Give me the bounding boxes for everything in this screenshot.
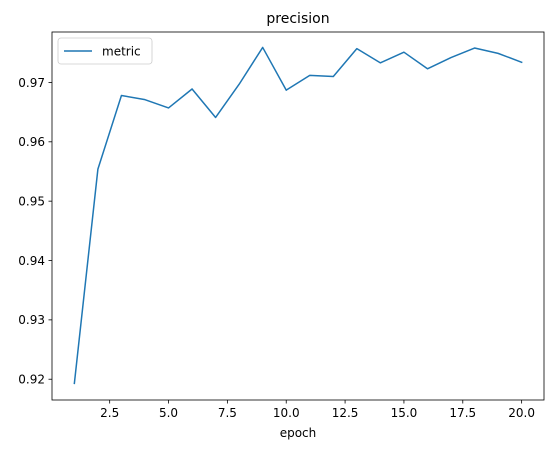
y-tick-label: 0.95: [18, 194, 45, 208]
legend-label: metric: [102, 45, 141, 59]
x-tick-label: 17.5: [449, 406, 476, 420]
plot-frame: [51, 31, 545, 401]
legend-box: [57, 37, 153, 65]
x-tick-label: 20.0: [508, 406, 535, 420]
x-tick-label: 12.5: [332, 406, 359, 420]
y-tick-label: 0.97: [18, 76, 45, 90]
x-tick-label: 7.5: [218, 406, 237, 420]
x-tick-label: 15.0: [391, 406, 418, 420]
chart-title: precision: [266, 11, 329, 27]
y-tick-label: 0.93: [18, 313, 45, 327]
y-tick-label: 0.92: [18, 373, 45, 387]
x-tick-label: 5.0: [159, 406, 178, 420]
series-line-metric: [73, 46, 523, 385]
legend: metric: [57, 37, 153, 65]
x-axis-label: epoch: [280, 426, 317, 440]
y-axis-ticks: 0.92 0.93 0.94 0.95 0.96 0.97: [18, 76, 52, 387]
plot-layer: [73, 46, 523, 385]
y-tick-label: 0.96: [18, 135, 45, 149]
x-tick-label: 10.0: [273, 406, 300, 420]
x-axis-ticks: 2.5 5.0 7.5 10.0 12.5 15.0 17.5 20.0: [100, 400, 535, 420]
y-tick-label: 0.94: [18, 254, 45, 268]
x-tick-label: 2.5: [100, 406, 119, 420]
